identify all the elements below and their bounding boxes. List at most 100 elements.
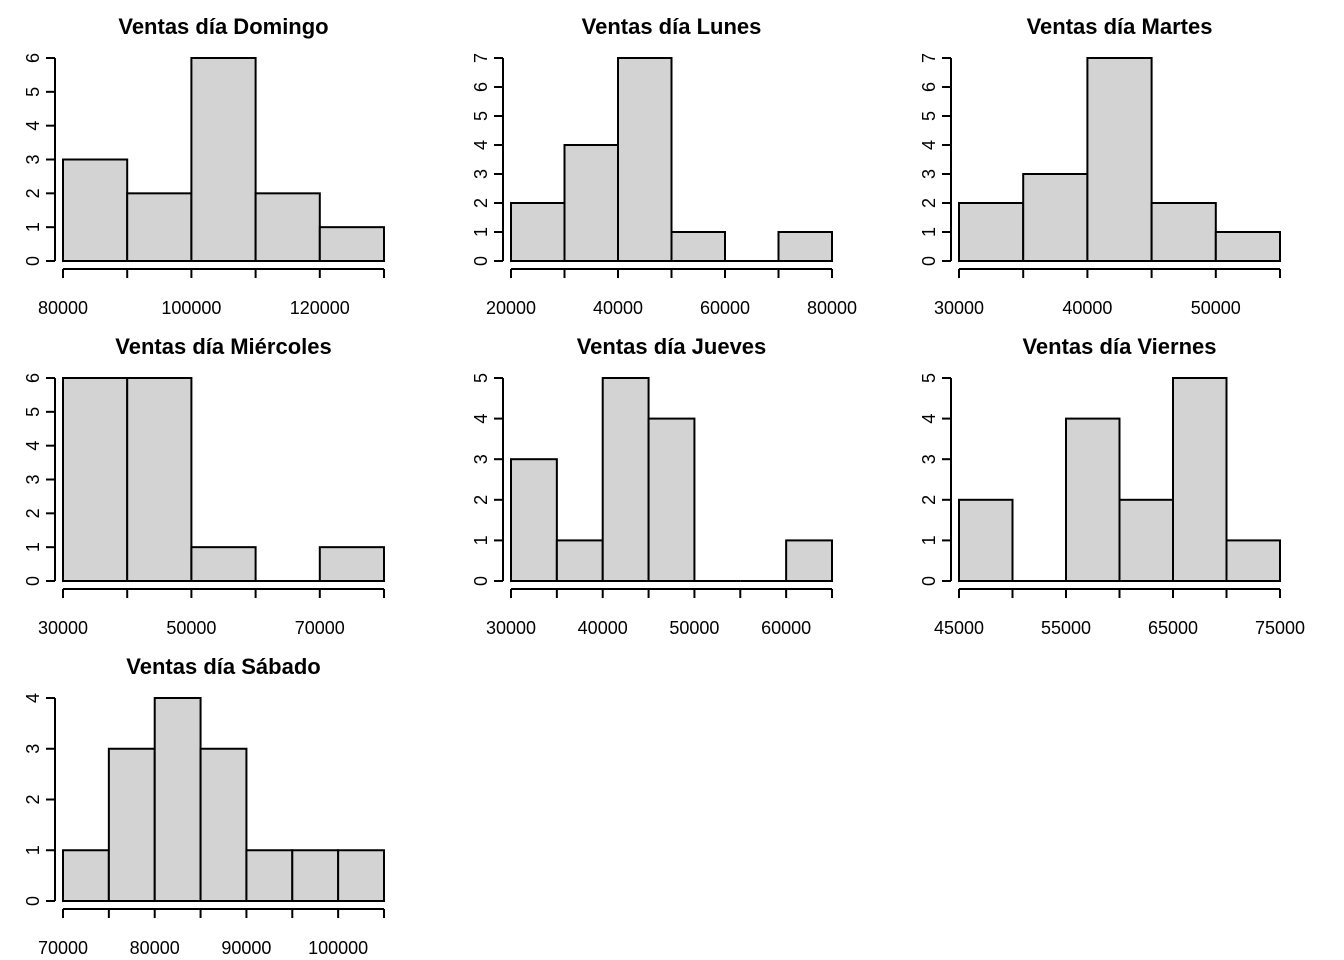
y-tick-label: 5 [23,87,43,97]
x-tick-label: 50000 [1191,298,1241,318]
histogram-bar [126,192,193,262]
histogram-bar [1086,57,1153,262]
y-tick-label: 0 [919,576,939,586]
histogram-bar [62,377,129,582]
x-tick-label: 120000 [290,298,350,318]
histogram-bar [601,377,650,582]
x-tick-label: 45000 [934,618,984,638]
histogram-bar [785,539,834,583]
histogram-panel: Ventas día Sábado 70000 80000 90000 100000 0 1… [23,654,385,958]
y-tick-label: 0 [23,256,43,266]
y-tick-label: 2 [919,495,939,505]
x-tick-label: 50000 [166,618,216,638]
y-tick-label: 4 [471,414,491,424]
histogram-panel: Ventas día Lunes 20000 40000 60000 80000 0 1 2 3… [471,14,857,318]
histogram-bar [126,377,193,582]
y-tick-label: 3 [23,474,43,484]
histogram-bar [254,192,321,262]
x-tick-label: 70000 [295,618,345,638]
histogram-bar [670,231,726,262]
x-tick-label: 50000 [669,618,719,638]
x-tick-label: 20000 [486,298,536,318]
y-tick-label: 0 [471,576,491,586]
y-tick-label: 6 [471,82,491,92]
y-tick-label: 1 [471,535,491,545]
histogram-panel: Ventas día Domingo 80000 100000 120000 0 1 2 3 4… [23,14,385,318]
x-tick-label: 75000 [1255,618,1305,638]
panel-title: Ventas día Lunes [582,14,762,39]
x-tick-label: 65000 [1148,618,1198,638]
panel-title: Ventas día Domingo [118,14,328,39]
histogram-bar [510,202,566,262]
y-tick-label: 0 [919,256,939,266]
x-tick-label: 90000 [221,938,271,958]
y-tick-label: 1 [23,542,43,552]
y-tick-label: 6 [23,373,43,383]
y-tick-label: 5 [471,373,491,383]
histogram-bar [510,458,558,583]
y-tick-label: 4 [919,140,939,150]
histogram-bar [62,849,110,902]
panel-title: Ventas día Viernes [1022,334,1216,359]
panel-title: Ventas día Martes [1027,14,1213,39]
y-tick-label: 1 [471,227,491,237]
y-tick-label: 4 [23,693,43,703]
y-tick-label: 1 [23,222,43,232]
y-tick-label: 5 [919,373,939,383]
histogram-bar [1118,498,1174,582]
x-tick-label: 80000 [130,938,180,958]
y-tick-label: 1 [23,845,43,855]
histogram-bar [153,697,202,902]
histogram-bar [563,144,619,262]
histogram-bar [1214,231,1282,262]
histogram-bar [617,57,673,262]
histogram-bar [190,546,257,583]
y-tick-label: 5 [23,407,43,417]
x-tick-label: 100000 [308,938,368,958]
histogram-bar [337,849,385,902]
x-tick-label: 70000 [38,938,88,958]
y-tick-label: 0 [23,576,43,586]
y-tick-label: 3 [23,744,43,754]
y-tick-label: 6 [919,82,939,92]
x-tick-label: 40000 [578,618,628,638]
histogram-bar [318,226,385,263]
x-tick-label: 80000 [807,298,857,318]
histogram-bar [190,57,257,262]
histogram-bar [107,747,156,902]
histogram-bar [647,417,696,582]
y-tick-label: 2 [919,198,939,208]
y-tick-label: 3 [471,454,491,464]
histogram-bar [555,539,604,583]
histogram-bar [1225,539,1281,583]
histogram-panel: Ventas día Jueves 30000 40000 50000 60000 0 1 2… [471,334,834,638]
y-tick-label: 5 [471,111,491,121]
y-tick-label: 2 [23,508,43,518]
histogram-bar [199,747,248,902]
x-tick-label: 30000 [38,618,88,638]
y-tick-label: 7 [471,53,491,63]
y-tick-label: 2 [471,495,491,505]
histogram-bar [291,849,340,902]
y-tick-label: 4 [23,441,43,451]
y-tick-label: 6 [23,53,43,63]
histogram-bar [318,546,385,583]
y-tick-label: 3 [919,454,939,464]
x-tick-label: 40000 [593,298,643,318]
x-tick-label: 60000 [700,298,750,318]
histogram-bar [1022,173,1089,262]
x-tick-label: 30000 [934,298,984,318]
x-tick-label: 30000 [486,618,536,638]
y-tick-label: 3 [23,154,43,164]
x-tick-label: 40000 [1062,298,1112,318]
y-tick-label: 3 [919,169,939,179]
histogram-panel: Ventas día Miércoles 30000 50000 70000 0 1 2 3 4… [23,334,385,638]
histogram-panel: Ventas día Martes 30000 40000 50000 0 1 2 3 4 5 6 7 [919,14,1282,318]
histogram-bar [245,849,294,902]
x-tick-label: 100000 [161,298,221,318]
y-tick-label: 2 [471,198,491,208]
y-tick-label: 0 [471,256,491,266]
histogram-bar [1150,202,1217,262]
panel-title: Ventas día Miércoles [115,334,331,359]
y-tick-label: 4 [471,140,491,150]
